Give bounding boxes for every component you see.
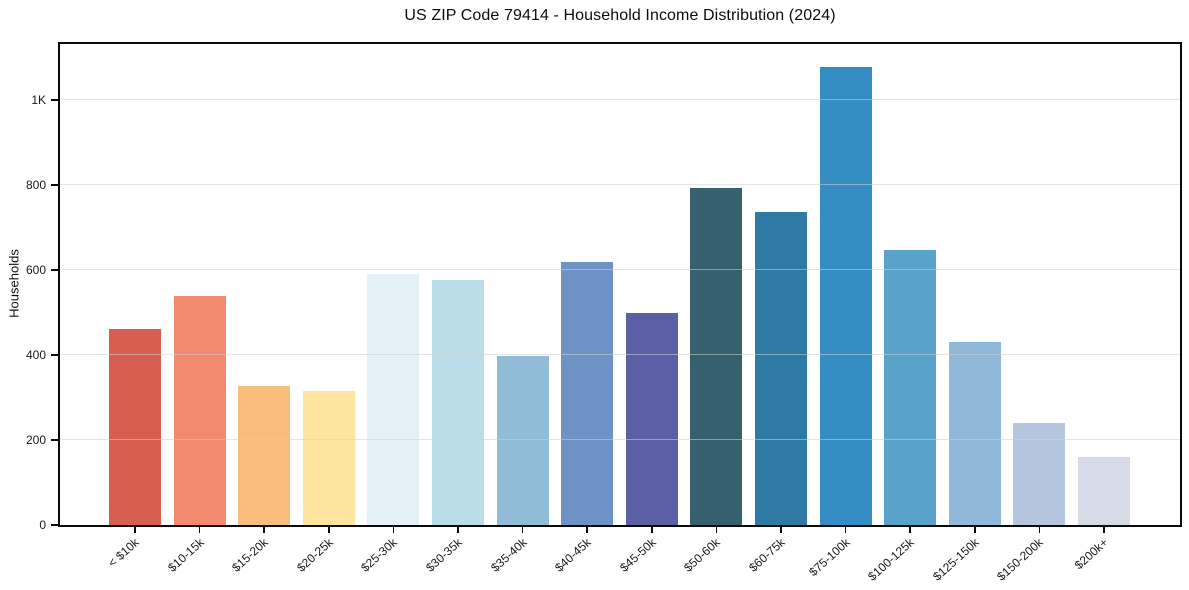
bar-$20-25k xyxy=(302,390,355,525)
bar-$200k+ xyxy=(1078,457,1130,525)
x-tick-mark-$15-20k xyxy=(263,527,265,533)
x-tick-mark-$150-200k xyxy=(1038,527,1041,533)
bar-$45-50k xyxy=(625,313,678,525)
y-tick-label-600: 600 xyxy=(25,263,46,277)
y-tick-mark-200 xyxy=(51,439,58,441)
x-tick-mark-$100-125k xyxy=(909,527,911,533)
x-tick-mark-< $10k xyxy=(134,527,136,533)
bar-$150-200k xyxy=(1013,423,1066,525)
y-tick-mark-1K xyxy=(51,99,58,101)
x-tick-mark-$60-75k xyxy=(780,527,782,533)
bar-$75-100k xyxy=(819,67,872,525)
y-tick-mark-800 xyxy=(51,184,58,186)
y-tick-label-0: 0 xyxy=(39,518,46,532)
gridline-400 xyxy=(60,353,1180,355)
bar-$35-40k xyxy=(496,355,549,525)
y-tick-label-400: 400 xyxy=(25,348,46,362)
plot-area xyxy=(58,42,1182,527)
y-tick-mark-400 xyxy=(51,354,58,356)
y-tick-label-200: 200 xyxy=(25,433,46,447)
bar-$10-15k xyxy=(173,295,226,525)
y-tick-label-1K: 1K xyxy=(31,93,46,107)
chart-title: US ZIP Code 79414 - Household Income Dis… xyxy=(404,7,836,24)
x-tick-mark-$10-15k xyxy=(198,527,201,533)
bar-$40-45k xyxy=(561,262,614,525)
x-tick-mark-$20-25k xyxy=(328,527,330,533)
bar-< $10k xyxy=(109,329,161,525)
bar-$125-150k xyxy=(948,341,1001,525)
x-tick-mark-$35-40k xyxy=(521,527,524,533)
bar-$100-125k xyxy=(884,250,937,525)
x-tick-mark-$125-150k xyxy=(974,527,976,533)
bar-$15-20k xyxy=(238,386,291,525)
bar-$30-35k xyxy=(432,280,484,525)
x-tick-mark-$30-35k xyxy=(457,527,459,533)
gridline-800 xyxy=(60,183,1180,185)
x-tick-label-< $10k: < $10k xyxy=(105,535,142,571)
x-tick-mark-$50-60k xyxy=(715,527,718,533)
gridline-200 xyxy=(60,438,1180,440)
x-tick-mark-$45-50k xyxy=(651,527,653,533)
bar-$50-60k xyxy=(690,187,743,525)
bar-$60-75k xyxy=(755,211,807,525)
gridline-1K xyxy=(60,98,1180,100)
x-tick-mark-$25-30k xyxy=(392,527,395,533)
y-tick-mark-0 xyxy=(51,524,58,526)
y-tick-label-800: 800 xyxy=(25,178,46,192)
y-axis-label: Households xyxy=(6,249,22,318)
x-tick-mark-$75-100k xyxy=(844,527,847,533)
y-tick-mark-600 xyxy=(51,269,58,271)
gridline-600 xyxy=(60,268,1180,270)
x-tick-mark-$40-45k xyxy=(586,527,588,533)
x-tick-mark-$200k+ xyxy=(1103,527,1105,533)
bar-$25-30k xyxy=(367,274,420,525)
